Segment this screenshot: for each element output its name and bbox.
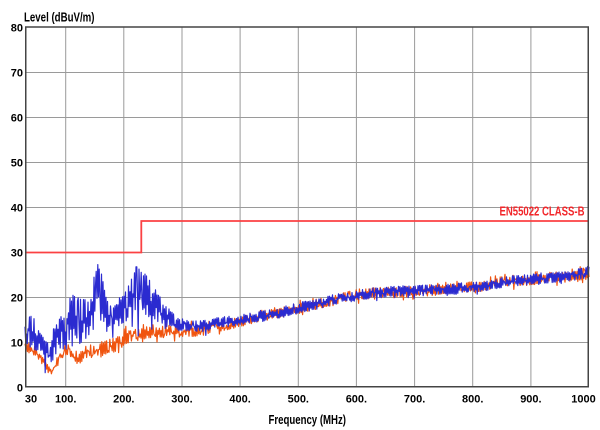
svg-text:500.: 500. bbox=[288, 394, 309, 406]
svg-text:30: 30 bbox=[25, 394, 37, 406]
svg-text:800.: 800. bbox=[462, 394, 483, 406]
svg-text:10: 10 bbox=[11, 338, 23, 350]
svg-text:700.: 700. bbox=[404, 394, 425, 406]
svg-text:20: 20 bbox=[11, 293, 23, 305]
svg-text:50: 50 bbox=[11, 158, 23, 170]
svg-text:0: 0 bbox=[17, 383, 23, 395]
svg-text:600.: 600. bbox=[346, 394, 367, 406]
svg-text:900.: 900. bbox=[520, 394, 541, 406]
svg-text:80: 80 bbox=[11, 23, 23, 35]
svg-text:1000: 1000 bbox=[571, 394, 595, 406]
svg-text:Level (dBuV/m): Level (dBuV/m) bbox=[24, 11, 95, 25]
svg-text:EN55022 CLASS-B: EN55022 CLASS-B bbox=[500, 205, 585, 219]
svg-text:30: 30 bbox=[11, 248, 23, 260]
svg-text:70: 70 bbox=[11, 68, 23, 80]
svg-text:60: 60 bbox=[11, 113, 23, 125]
svg-text:400.: 400. bbox=[229, 394, 250, 406]
svg-text:200.: 200. bbox=[113, 394, 134, 406]
svg-text:40: 40 bbox=[11, 203, 23, 215]
svg-text:Frequency (MHz): Frequency (MHz) bbox=[269, 413, 347, 427]
svg-text:300.: 300. bbox=[171, 394, 192, 406]
svg-text:100.: 100. bbox=[55, 394, 76, 406]
